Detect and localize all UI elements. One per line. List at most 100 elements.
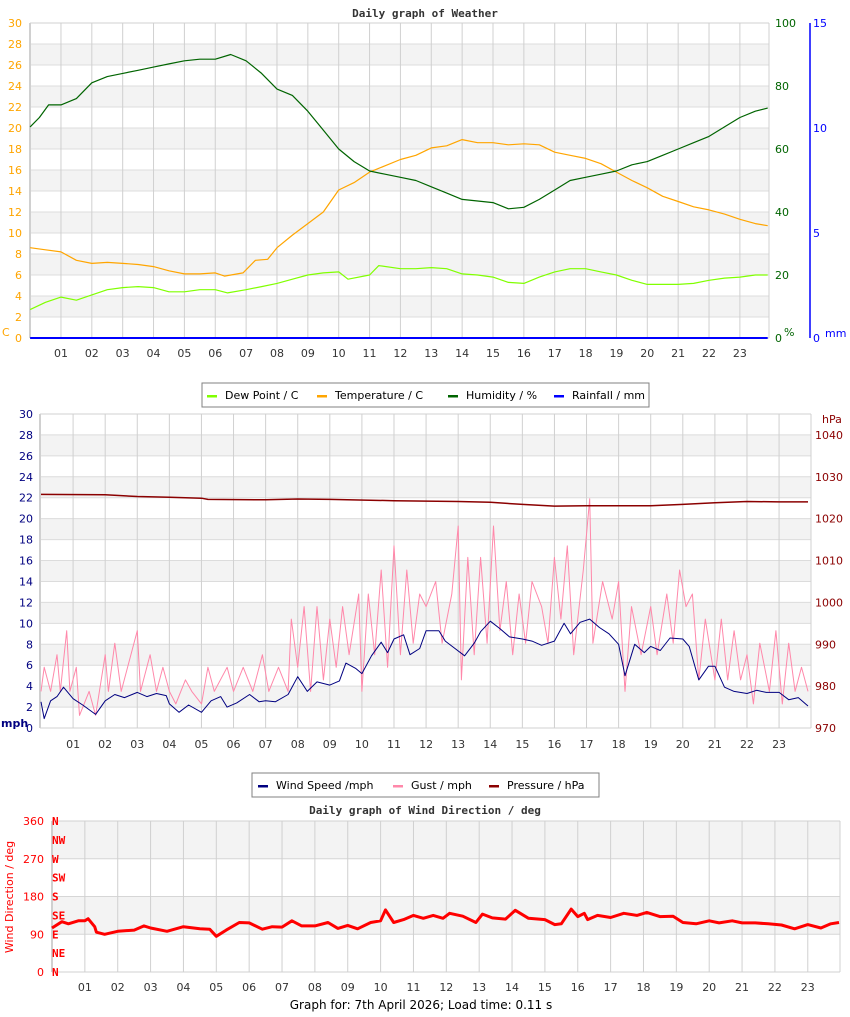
x-tick-label: 18 (612, 738, 626, 751)
x-tick-label: 17 (580, 738, 594, 751)
left-axis-tick-label: 20 (19, 513, 33, 526)
grid-band (30, 254, 769, 275)
left-axis-tick-label: 0 (26, 722, 33, 735)
x-tick-label: 11 (363, 347, 377, 360)
x-tick-label: 12 (419, 738, 433, 751)
humidity-series (29, 53, 768, 210)
direction-tick-label: 180 (23, 891, 44, 904)
x-tick-label: 11 (406, 981, 420, 994)
left-axis-tick-label: 18 (8, 143, 22, 156)
wind-speed-series (40, 618, 809, 720)
wind-direction-chart: 01 02 03 04 05 06 07 08 09 10 11 12 13 14 15 16 17 18 19 20… (23, 815, 841, 994)
direction-tick-label: 90 (30, 928, 44, 941)
x-tick-label: 05 (209, 981, 223, 994)
grid-band (40, 644, 811, 666)
x-tick-label: 05 (177, 347, 191, 360)
x-tick-label: 06 (227, 738, 241, 751)
left-axis-tick-label: 12 (19, 596, 33, 609)
left-axis-tick-label: 8 (26, 638, 33, 651)
x-tick-label: 09 (323, 738, 337, 751)
left-axis-tick-label: 14 (8, 185, 22, 198)
x-tick-label: 02 (85, 347, 99, 360)
right-axis-tick-label: 980 (815, 680, 836, 693)
x-tick-label: 19 (669, 981, 683, 994)
rain-axis-tick-label: 10 (813, 122, 827, 135)
left-axis-tick-label: 26 (8, 59, 22, 72)
legend-swatch (489, 785, 499, 788)
left-axis-tick-label: 28 (8, 38, 22, 51)
legend-swatch (554, 395, 564, 398)
left-axis-tick-label: 14 (19, 575, 33, 588)
left-axis-tick-label: 10 (19, 617, 33, 630)
grid-band (30, 212, 769, 233)
left-axis-tick-label: 24 (8, 80, 22, 93)
x-tick-label: 02 (98, 738, 112, 751)
direction-tick-label: 360 (23, 815, 44, 828)
right-axis-tick-label: 1030 (815, 471, 843, 484)
wind-direction-series (51, 907, 840, 938)
rain-unit-label: mm (825, 327, 846, 340)
left-axis-tick-label: 22 (8, 101, 22, 114)
grid-band (40, 434, 811, 456)
x-tick-label: 21 (735, 981, 749, 994)
x-tick-label: 10 (355, 738, 369, 751)
direction-tick-label: 0 (37, 966, 44, 979)
gust-series (40, 498, 809, 716)
x-tick-label: 16 (547, 738, 561, 751)
left-axis-tick-label: 28 (19, 429, 33, 442)
x-tick-label: 04 (176, 981, 190, 994)
x-tick-label: 08 (291, 738, 305, 751)
x-tick-label: 16 (517, 347, 531, 360)
left-axis-tick-label: 24 (19, 471, 33, 484)
compass-label: W (52, 853, 59, 866)
legend-label: Humidity / % (466, 389, 537, 402)
left-axis-tick-label: 18 (19, 534, 33, 547)
x-tick-label: 07 (259, 738, 273, 751)
hpa-unit-label: hPa (822, 413, 842, 426)
left-axis-tick-label: 2 (15, 311, 22, 324)
right-axis-tick-label: 1040 (815, 429, 843, 442)
x-tick-label: 08 (308, 981, 322, 994)
legend-swatch (258, 785, 268, 788)
legend-label: Rainfall / mm (572, 389, 645, 402)
humidity-unit-label: % (784, 326, 794, 339)
legend-label: Pressure / hPa (507, 779, 585, 792)
left-axis-tick-label: 4 (15, 290, 22, 303)
x-tick-label: 07 (275, 981, 289, 994)
compass-label: E (52, 928, 59, 941)
right-axis-tick-label: 80 (775, 80, 789, 93)
x-tick-label: 17 (548, 347, 562, 360)
compass-label: N (52, 966, 59, 979)
x-tick-label: 23 (772, 738, 786, 751)
left-axis-tick-label: 20 (8, 122, 22, 135)
legend-swatch (207, 395, 217, 398)
wind-direction-y-axis-label: Wind Direction / deg (3, 841, 16, 953)
right-axis-tick-label: 1010 (815, 555, 843, 568)
x-tick-label: 17 (604, 981, 618, 994)
left-axis-tick-label: 6 (26, 659, 33, 672)
x-tick-label: 04 (147, 347, 161, 360)
left-axis-tick-label: 26 (19, 450, 33, 463)
legend-swatch (317, 395, 327, 398)
x-tick-label: 03 (116, 347, 130, 360)
weather-chart: 01 02 03 04 05 06 07 08 09 10 11 12 13 14 15 16 17 18 19 20… (2, 17, 846, 360)
grid-band (40, 476, 811, 498)
compass-label: SE (52, 909, 65, 922)
left-axis-tick-label: 12 (8, 206, 22, 219)
x-tick-label: 15 (538, 981, 552, 994)
x-tick-label: 06 (208, 347, 222, 360)
x-tick-label: 10 (332, 347, 346, 360)
rain-axis-tick-label: 15 (813, 17, 827, 30)
wind-direction-chart-title: Daily graph of Wind Direction / deg (309, 804, 541, 817)
right-axis-tick-label: 970 (815, 722, 836, 735)
left-axis-tick-label: 4 (26, 680, 33, 693)
x-tick-label: 14 (455, 347, 469, 360)
compass-label: N (52, 815, 59, 828)
x-tick-label: 07 (239, 347, 253, 360)
x-tick-label: 14 (483, 738, 497, 751)
wind-legend: Wind Speed /mph Gust / mph Pressure / hPa (251, 772, 600, 798)
x-tick-label: 01 (78, 981, 92, 994)
x-tick-label: 15 (486, 347, 500, 360)
x-tick-label: 12 (439, 981, 453, 994)
x-tick-label: 14 (505, 981, 519, 994)
